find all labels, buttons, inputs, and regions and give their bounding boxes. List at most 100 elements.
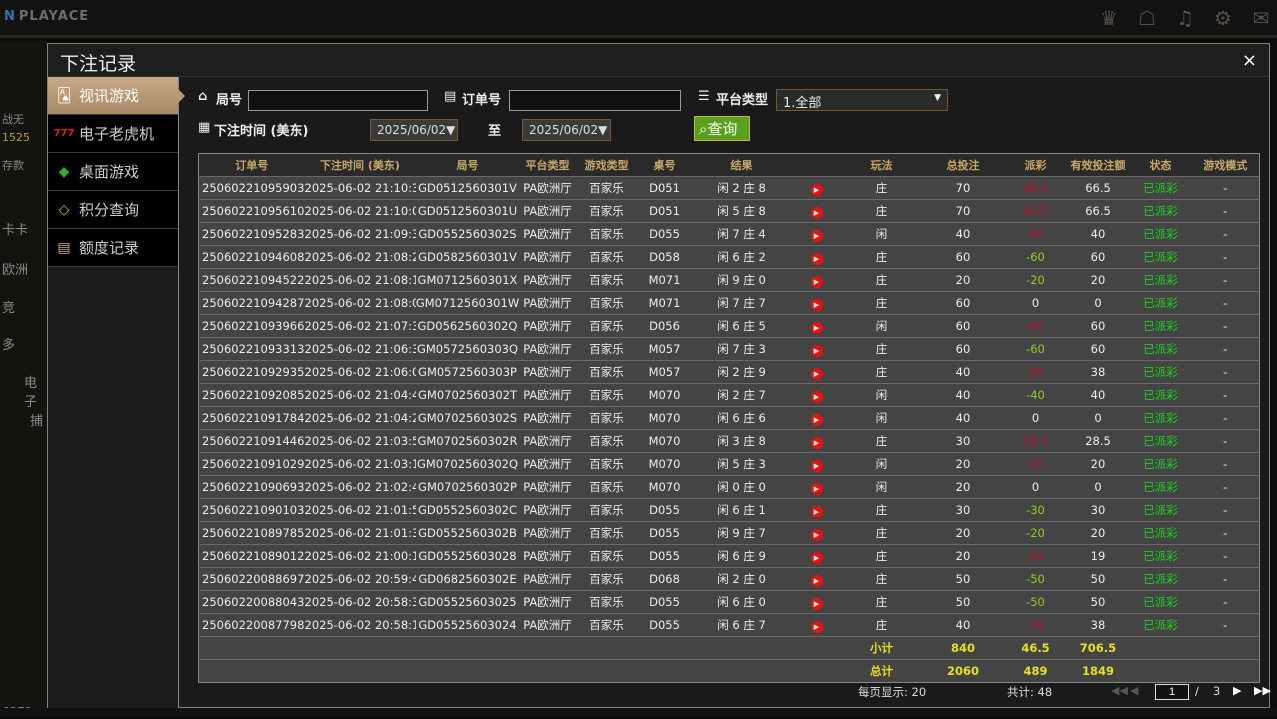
music-icon[interactable]: ♫ [1176, 6, 1194, 30]
sidebar-item-table-games[interactable]: ◆ 桌面游戏 [48, 153, 178, 191]
play-video-icon[interactable]: ▶ [810, 551, 823, 564]
background-bottom [0, 708, 1277, 716]
video-cell[interactable]: ▶ [791, 314, 842, 338]
play-video-icon[interactable]: ▶ [810, 528, 823, 541]
message-icon[interactable]: ✉ [1252, 6, 1270, 30]
video-cell[interactable]: ▶ [791, 498, 842, 522]
play-video-icon[interactable]: ▶ [810, 229, 823, 242]
play-video-icon[interactable]: ▶ [810, 367, 823, 380]
last-page-icon[interactable]: ▶▶ [1254, 684, 1271, 697]
summary-cell: 1849 [1066, 659, 1130, 683]
video-cell[interactable]: ▶ [791, 245, 842, 269]
video-cell[interactable]: ▶ [791, 199, 842, 223]
list-icon: ☰ [698, 89, 710, 104]
payout-cell: 20 [1004, 452, 1067, 476]
bet-time-cell: 2025-06-02 20:59:46 [304, 567, 416, 591]
next-page-icon[interactable]: ▶ [1233, 684, 1242, 697]
date-to-picker[interactable]: 2025/06/02▼ [522, 119, 611, 141]
payout-cell: 38 [1004, 360, 1067, 384]
play-video-icon[interactable]: ▶ [810, 321, 823, 334]
play-video-icon[interactable]: ▶ [810, 275, 823, 288]
play-video-icon[interactable]: ▶ [810, 344, 823, 357]
chat-user-icon[interactable]: ☖ [1138, 6, 1156, 30]
table-number-cell: D051 [637, 176, 692, 200]
valid-bet-cell: 40 [1066, 383, 1130, 407]
table-number-cell: D055 [637, 590, 692, 614]
video-cell[interactable]: ▶ [791, 176, 842, 200]
platform-cell: PA欧洲厅 [519, 613, 576, 637]
play-video-icon[interactable]: ▶ [810, 436, 823, 449]
valid-bet-cell: 20 [1066, 268, 1130, 292]
date-from-picker[interactable]: 2025/06/02▼ [370, 119, 458, 141]
result-cell: 闲 6 庄 6 [691, 406, 792, 430]
play-video-icon[interactable]: ▶ [810, 390, 823, 403]
sidebar-item-slots[interactable]: 777 电子老虎机 [48, 115, 178, 153]
first-page-icon[interactable]: ◀◀ [1111, 684, 1128, 697]
order-number-cell: 250602210942874 [198, 291, 305, 315]
gear-icon[interactable]: ⚙ [1214, 6, 1232, 30]
play-video-icon[interactable]: ▶ [810, 620, 823, 633]
video-cell[interactable]: ▶ [791, 590, 842, 614]
sidebar-item-points[interactable]: ◇ 积分查询 [48, 191, 178, 229]
video-cell[interactable]: ▶ [791, 268, 842, 292]
status-cell: 已派彩 [1129, 337, 1192, 361]
round-number-cell: GD0512560301U [415, 199, 520, 223]
play-video-icon[interactable]: ▶ [810, 459, 823, 472]
total-bet-cell: 40 [921, 613, 1005, 637]
video-cell[interactable]: ▶ [791, 222, 842, 246]
play-video-icon[interactable]: ▶ [810, 482, 823, 495]
video-cell[interactable]: ▶ [791, 544, 842, 568]
payout-cell: 60 [1004, 314, 1067, 338]
table-row: 250602210959031 2025-06-02 21:10:33 GD0512… [198, 176, 1260, 200]
play-video-icon[interactable]: ▶ [810, 574, 823, 587]
video-cell[interactable]: ▶ [791, 429, 842, 453]
play-video-icon[interactable]: ▶ [810, 183, 823, 196]
video-cell[interactable]: ▶ [791, 521, 842, 545]
sidebar: 🂡 视讯游戏 777 电子老虎机 ◆ 桌面游戏 ◇ 积分查询 ▤ 额度记录 [48, 77, 185, 708]
table-row: 250602210917840 2025-06-02 21:04:20 GM0702… [198, 406, 1260, 430]
video-cell[interactable]: ▶ [791, 613, 842, 637]
video-cell[interactable]: ▶ [791, 360, 842, 384]
total-bet-cell: 40 [921, 406, 1005, 430]
close-icon[interactable]: × [1241, 50, 1257, 71]
vip-icon[interactable]: ♛ [1100, 6, 1118, 30]
status-cell: 已派彩 [1129, 521, 1192, 545]
page-input[interactable] [1155, 684, 1189, 700]
summary-cell [304, 636, 416, 660]
total-bet-cell: 50 [921, 590, 1005, 614]
video-cell[interactable]: ▶ [791, 475, 842, 499]
video-cell[interactable]: ▶ [791, 383, 842, 407]
result-cell: 闲 0 庄 0 [691, 475, 792, 499]
play-video-icon[interactable]: ▶ [810, 597, 823, 610]
payout-cell: -60 [1004, 245, 1067, 269]
video-cell[interactable]: ▶ [791, 406, 842, 430]
play-video-icon[interactable]: ▶ [810, 206, 823, 219]
round-input[interactable] [248, 90, 428, 111]
summary-cell [519, 659, 576, 683]
video-cell[interactable]: ▶ [791, 567, 842, 591]
bet-time-cell: 2025-06-02 21:09:34 [304, 222, 416, 246]
video-cell[interactable]: ▶ [791, 291, 842, 315]
background-panel: 战无 1525 存款 卡卡 欧洲 竞 多 电子 捕 6271 [0, 41, 47, 719]
prev-page-icon[interactable]: ◀ [1130, 684, 1139, 697]
video-cell[interactable]: ▶ [791, 452, 842, 476]
play-video-icon[interactable]: ▶ [810, 413, 823, 426]
play-video-icon[interactable]: ▶ [810, 252, 823, 265]
result-cell: 闲 7 庄 3 [691, 337, 792, 361]
query-button[interactable]: ⌕查询 [694, 116, 750, 141]
valid-bet-cell: 60 [1066, 314, 1130, 338]
play-video-icon[interactable]: ▶ [810, 505, 823, 518]
sidebar-item-live-games[interactable]: 🂡 视讯游戏 [48, 77, 185, 115]
valid-bet-cell: 66.5 [1066, 176, 1130, 200]
order-input[interactable] [509, 90, 681, 111]
round-number-cell: GD0552560302B [415, 521, 520, 545]
valid-bet-cell: 28.5 [1066, 429, 1130, 453]
video-cell[interactable]: ▶ [791, 337, 842, 361]
sidebar-item-credit-record[interactable]: ▤ 额度记录 [48, 229, 178, 267]
platform-select[interactable]: 1.全部 ▼ [776, 89, 948, 111]
play-video-icon[interactable]: ▶ [810, 298, 823, 311]
order-number-cell: 250602210910298 [198, 452, 305, 476]
summary-cell [791, 636, 842, 660]
platform-cell: PA欧洲厅 [519, 590, 576, 614]
total-bet-cell: 30 [921, 429, 1005, 453]
